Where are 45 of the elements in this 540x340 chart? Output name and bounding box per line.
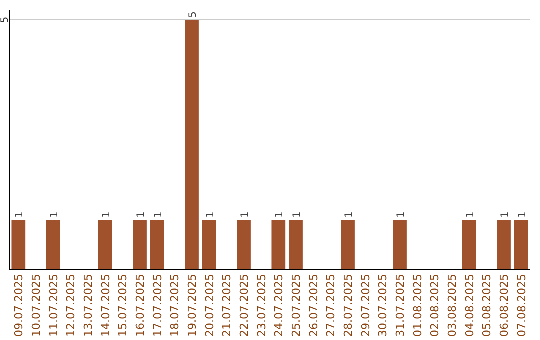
data-label: 1 (500, 212, 511, 218)
x-tick-label: 23.07.2025 (255, 274, 268, 337)
x-tick-label: 11.07.2025 (47, 274, 60, 337)
data-label: 1 (49, 212, 60, 218)
data-label: 1 (101, 212, 112, 218)
data-label: 1 (292, 212, 303, 218)
data-label: 1 (153, 212, 164, 218)
x-tick-label: 12.07.2025 (64, 274, 78, 337)
data-label: 1 (344, 212, 355, 218)
x-tick-label: 19.07.2025 (186, 274, 199, 337)
data-label: 1 (205, 212, 216, 218)
data-label: 1 (396, 212, 407, 218)
data-label: 1 (517, 212, 528, 218)
x-tick-label: 30.07.2025 (376, 274, 390, 337)
x-tick-label: 26.07.2025 (307, 274, 320, 337)
x-tick-label: 29.07.2025 (359, 274, 372, 337)
x-tick-label: 22.07.2025 (238, 274, 251, 337)
data-label: 1 (465, 212, 476, 218)
x-tick-label: 20.07.2025 (203, 274, 216, 337)
x-tick-label: 10.07.2025 (30, 274, 43, 337)
data-label: 1 (136, 212, 147, 218)
x-tick-label: 25.07.2025 (290, 274, 303, 337)
x-tick-label: 01.08.2025 (411, 274, 424, 337)
x-tick-label: 05.08.2025 (480, 274, 494, 337)
data-label: 5 (188, 12, 199, 18)
x-tick-label: 27.07.2025 (324, 274, 338, 337)
x-tick-label: 31.07.2025 (394, 274, 407, 337)
x-tick-label: 07.08.2025 (515, 274, 528, 337)
x-tick-label: 28.07.2025 (342, 274, 355, 337)
x-tick-label: 02.08.2025 (428, 274, 442, 337)
x-tick-label: 18.07.2025 (168, 274, 182, 337)
x-tick-label: 06.08.2025 (498, 274, 511, 337)
data-label: 1 (274, 212, 286, 218)
x-tick-label: 24.07.2025 (272, 274, 286, 337)
data-label: 1 (14, 212, 26, 218)
data-label: 1 (240, 212, 251, 218)
x-tick-label: 16.07.2025 (134, 274, 147, 337)
x-tick-label: 09.07.2025 (12, 274, 26, 337)
x-tick-label: 15.07.2025 (116, 274, 130, 337)
x-tick-label: 21.07.2025 (220, 274, 234, 337)
x-tick-label: 17.07.2025 (151, 274, 164, 337)
x-tick-label: 03.08.2025 (446, 274, 459, 337)
x-tick-label: 04.08.2025 (463, 274, 476, 337)
x-tick-label: 13.07.2025 (82, 274, 95, 337)
x-tick-label: 14.07.2025 (99, 274, 112, 337)
